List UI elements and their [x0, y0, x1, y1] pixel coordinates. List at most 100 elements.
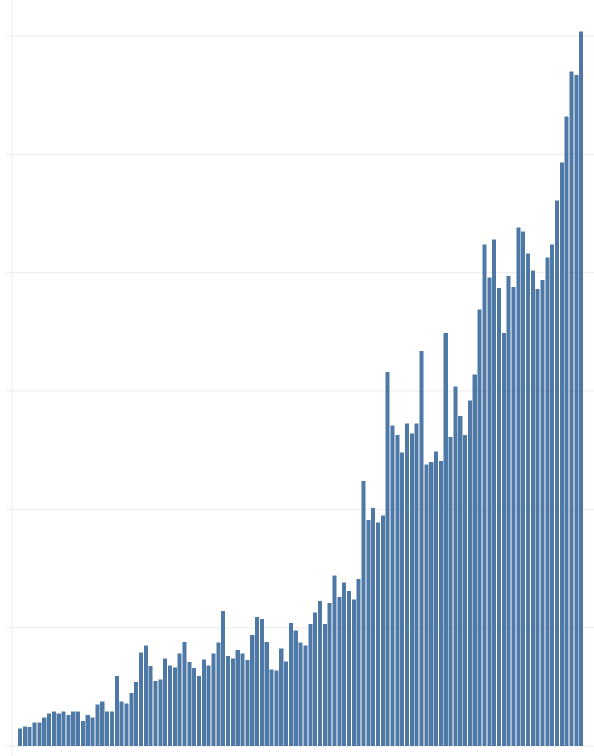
bar-99 [496, 288, 501, 746]
bar-26 [143, 645, 148, 746]
bar-74 [375, 522, 381, 746]
bar-12 [76, 711, 81, 746]
bar-95 [477, 309, 482, 746]
bar-82 [414, 423, 419, 746]
bar-106 [530, 270, 535, 746]
bar-115 [574, 75, 579, 747]
bar-76 [385, 372, 390, 746]
bar-15 [90, 717, 95, 746]
bar-34 [182, 641, 187, 746]
bar-49 [255, 617, 260, 746]
bar-13 [80, 721, 85, 746]
bar-100 [501, 333, 506, 746]
bar-53 [274, 670, 279, 746]
bar-48 [250, 634, 255, 746]
bar-111 [554, 200, 560, 747]
bar-94 [472, 374, 477, 746]
bar-87 [438, 460, 443, 746]
bar-81 [409, 433, 414, 746]
bar-113 [564, 116, 569, 747]
bar-27 [148, 666, 153, 747]
bar-73 [371, 508, 376, 746]
bar-29 [158, 679, 163, 746]
bar-78 [395, 434, 400, 746]
bar-50 [259, 618, 264, 746]
bar-40 [211, 653, 216, 746]
bar-56 [288, 622, 293, 746]
bar-85 [429, 462, 434, 746]
bar-55 [284, 661, 289, 746]
bar-31 [167, 665, 173, 746]
bar-77 [390, 425, 395, 746]
bar-69 [351, 599, 356, 746]
bar-58 [298, 642, 303, 746]
bar-90 [453, 386, 458, 746]
bar-39 [206, 665, 211, 746]
bar-43 [226, 656, 231, 746]
bar-25 [138, 652, 143, 746]
bar-108 [540, 279, 545, 746]
bar-17 [100, 701, 105, 747]
bar-70 [356, 579, 361, 746]
bar-42 [221, 611, 226, 746]
bar-9 [61, 711, 66, 746]
bar-36 [192, 667, 197, 746]
bar-105 [525, 253, 531, 747]
bar-35 [187, 661, 192, 746]
bar-88 [443, 333, 448, 746]
bar-21 [119, 701, 124, 747]
bar-67 [342, 582, 347, 746]
bar-1 [22, 726, 27, 746]
bar-98 [492, 239, 497, 746]
bar-92 [463, 434, 468, 746]
bar-30 [163, 658, 168, 746]
bar-0 [18, 728, 23, 746]
bar-3 [32, 722, 37, 746]
bar-16 [95, 704, 100, 746]
bar-110 [550, 244, 555, 746]
bar-14 [85, 715, 90, 746]
bar-24 [134, 682, 139, 746]
bar-59 [303, 645, 308, 746]
bar-7 [51, 711, 56, 746]
bar-93 [467, 400, 472, 746]
bar-8 [56, 713, 61, 746]
bar-54 [279, 648, 284, 747]
bar-45 [235, 650, 240, 746]
bars [18, 31, 584, 747]
bar-57 [293, 630, 298, 747]
bar-91 [458, 415, 463, 746]
bar-75 [380, 515, 385, 746]
bar-116 [579, 31, 584, 746]
bar-102 [511, 286, 516, 746]
bar-114 [569, 71, 574, 746]
bar-71 [361, 480, 366, 746]
bar-79 [400, 452, 405, 746]
bar-37 [196, 676, 202, 746]
bar-62 [317, 601, 322, 746]
bar-83 [419, 350, 424, 746]
bar-101 [506, 276, 511, 746]
bar-60 [308, 624, 313, 746]
bar-38 [201, 659, 206, 746]
bar-63 [322, 624, 327, 746]
bar-61 [313, 612, 318, 746]
bar-86 [434, 451, 439, 746]
bar-97 [487, 277, 492, 746]
bar-65 [332, 575, 337, 746]
bar-104 [521, 231, 526, 746]
bar-46 [240, 653, 245, 746]
bar-4 [37, 722, 42, 746]
bar-68 [346, 590, 352, 746]
bar-2 [27, 727, 32, 746]
bar-22 [124, 703, 129, 746]
bar-6 [47, 713, 52, 746]
bar-19 [109, 711, 114, 746]
bar-109 [545, 257, 550, 746]
bar-44 [230, 658, 235, 746]
bar-10 [66, 715, 71, 746]
bar-23 [129, 692, 134, 746]
bar-107 [535, 289, 540, 746]
